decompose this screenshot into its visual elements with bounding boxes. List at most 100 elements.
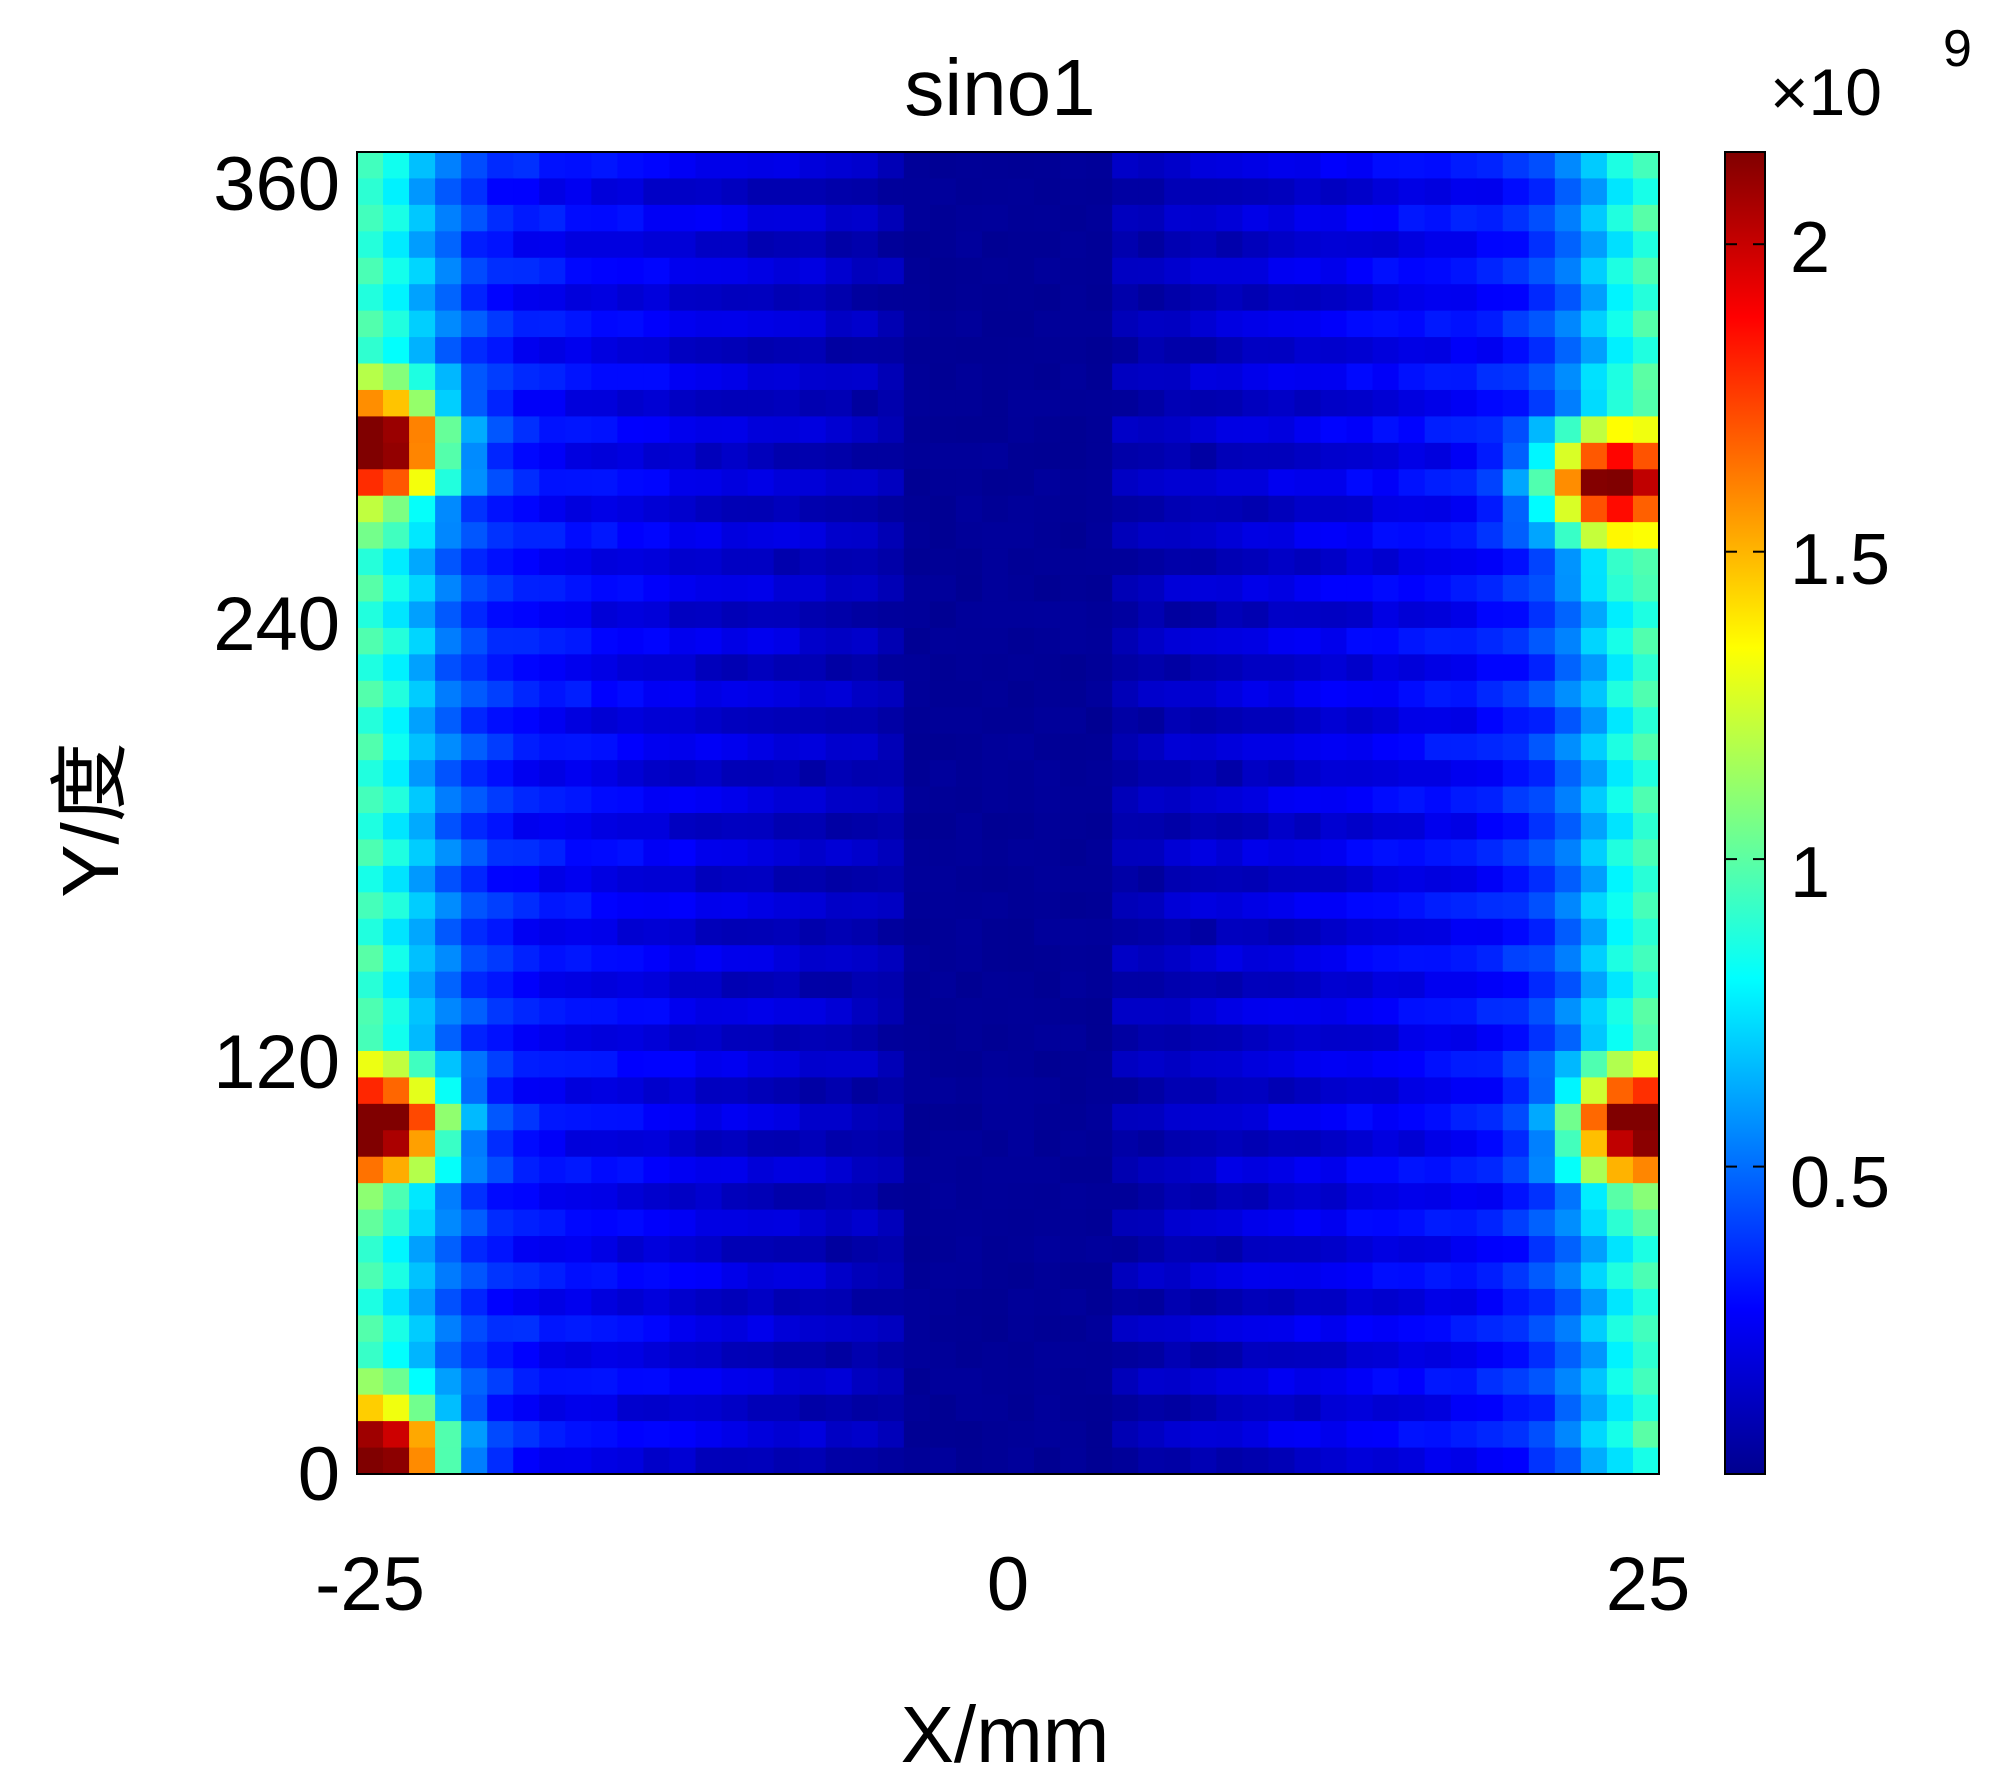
heatmap-cell <box>1606 363 1634 391</box>
heatmap-cell <box>1216 1368 1243 1396</box>
heatmap-cell <box>461 971 488 999</box>
heatmap-cell <box>1034 1024 1061 1052</box>
heatmap-cell <box>435 310 462 338</box>
heatmap-cell <box>1294 469 1322 497</box>
heatmap-cell <box>1528 389 1556 417</box>
heatmap-cell <box>1502 495 1530 523</box>
heatmap-cell <box>643 601 671 629</box>
heatmap-cell <box>981 1236 1009 1264</box>
heatmap-cell <box>1242 1024 1269 1052</box>
heatmap-cell <box>591 1421 618 1449</box>
heatmap-cell <box>1554 231 1582 259</box>
heatmap-cell <box>877 231 905 259</box>
heatmap-cell <box>383 1341 410 1369</box>
heatmap-cell <box>1164 707 1191 735</box>
heatmap-cell <box>1034 522 1061 550</box>
heatmap-cell <box>825 1156 853 1184</box>
heatmap-cell <box>1112 1288 1139 1316</box>
heatmap-cell <box>1502 1077 1530 1105</box>
heatmap-cell <box>565 389 592 417</box>
heatmap-cell <box>825 1050 853 1078</box>
heatmap-cell <box>929 231 957 259</box>
heatmap-cell <box>1190 363 1217 391</box>
heatmap-cell <box>1372 1050 1400 1078</box>
heatmap-cell <box>1060 813 1087 841</box>
heatmap-cell <box>1060 1236 1087 1264</box>
heatmap-cell <box>1294 1394 1322 1422</box>
heatmap-cell <box>1268 971 1296 999</box>
heatmap-cell <box>903 1130 931 1158</box>
heatmap-cell <box>1112 284 1139 312</box>
heatmap-cell <box>877 1103 905 1131</box>
heatmap-cell <box>981 627 1009 655</box>
heatmap-cell <box>773 469 801 497</box>
heatmap-cell <box>773 1421 801 1449</box>
heatmap-cell <box>1294 760 1322 788</box>
heatmap-cell <box>1372 469 1400 497</box>
heatmap-cell <box>565 310 592 338</box>
heatmap-cell <box>1606 1288 1634 1316</box>
heatmap-cell <box>487 363 514 391</box>
heatmap-cell <box>1112 575 1139 603</box>
heatmap-cell <box>877 257 905 285</box>
heatmap-cell <box>955 627 983 655</box>
heatmap-cell <box>1164 363 1191 391</box>
heatmap-cell <box>1268 310 1296 338</box>
heatmap-cell <box>617 865 645 893</box>
heatmap-cell <box>1138 786 1165 814</box>
heatmap-cell <box>513 257 540 285</box>
heatmap-cell <box>669 1103 697 1131</box>
heatmap-cell <box>669 627 697 655</box>
heatmap-cell <box>1580 733 1608 761</box>
heatmap-cell <box>565 945 592 973</box>
heatmap-cell <box>1450 654 1478 682</box>
heatmap-cell <box>487 1050 514 1078</box>
heatmap-cell <box>1580 1077 1608 1105</box>
heatmap-cell <box>1216 1341 1243 1369</box>
heatmap-cell <box>1138 442 1165 470</box>
heatmap-cell <box>721 627 749 655</box>
heatmap-cell <box>877 1183 905 1211</box>
heatmap-cell <box>1112 1024 1139 1052</box>
heatmap-cell <box>1580 1156 1608 1184</box>
heatmap-cell <box>435 733 462 761</box>
heatmap-cell <box>1554 1447 1582 1475</box>
heatmap-cell <box>773 1209 801 1237</box>
heatmap-cell <box>539 1262 566 1290</box>
heatmap-cell <box>643 680 671 708</box>
heatmap-cell <box>903 892 931 920</box>
heatmap-cell <box>1242 760 1269 788</box>
heatmap-cell <box>435 575 462 603</box>
heatmap-cell <box>799 337 827 365</box>
heatmap-cell <box>721 1183 749 1211</box>
heatmap-cell <box>1346 1368 1374 1396</box>
heatmap-cell <box>513 813 540 841</box>
heatmap-cell <box>747 813 775 841</box>
heatmap-cell <box>851 1421 879 1449</box>
heatmap-cell <box>435 1288 462 1316</box>
heatmap-cell <box>1112 416 1139 444</box>
heatmap-cell <box>1502 1394 1530 1422</box>
heatmap-cell <box>383 786 410 814</box>
heatmap-cell <box>1398 1103 1426 1131</box>
heatmap-cell <box>1632 204 1660 232</box>
heatmap-cell <box>1060 284 1087 312</box>
heatmap-cell <box>825 1368 853 1396</box>
heatmap-cell <box>1138 1447 1165 1475</box>
heatmap-cell <box>929 310 957 338</box>
heatmap-cell <box>1580 839 1608 867</box>
heatmap-cell <box>1190 204 1217 232</box>
heatmap-cell <box>1086 1315 1113 1343</box>
heatmap-cell <box>1034 786 1061 814</box>
heatmap-cell <box>357 760 384 788</box>
heatmap-cell <box>1164 786 1191 814</box>
heatmap-cell <box>1164 1447 1191 1475</box>
heatmap-cell <box>1424 839 1452 867</box>
heatmap-cell <box>357 337 384 365</box>
heatmap-cell <box>513 1156 540 1184</box>
heatmap-cell <box>409 1024 436 1052</box>
heatmap-cell <box>409 813 436 841</box>
heatmap-cell <box>1060 1024 1087 1052</box>
heatmap-cell <box>903 998 931 1026</box>
heatmap-cell <box>747 1315 775 1343</box>
